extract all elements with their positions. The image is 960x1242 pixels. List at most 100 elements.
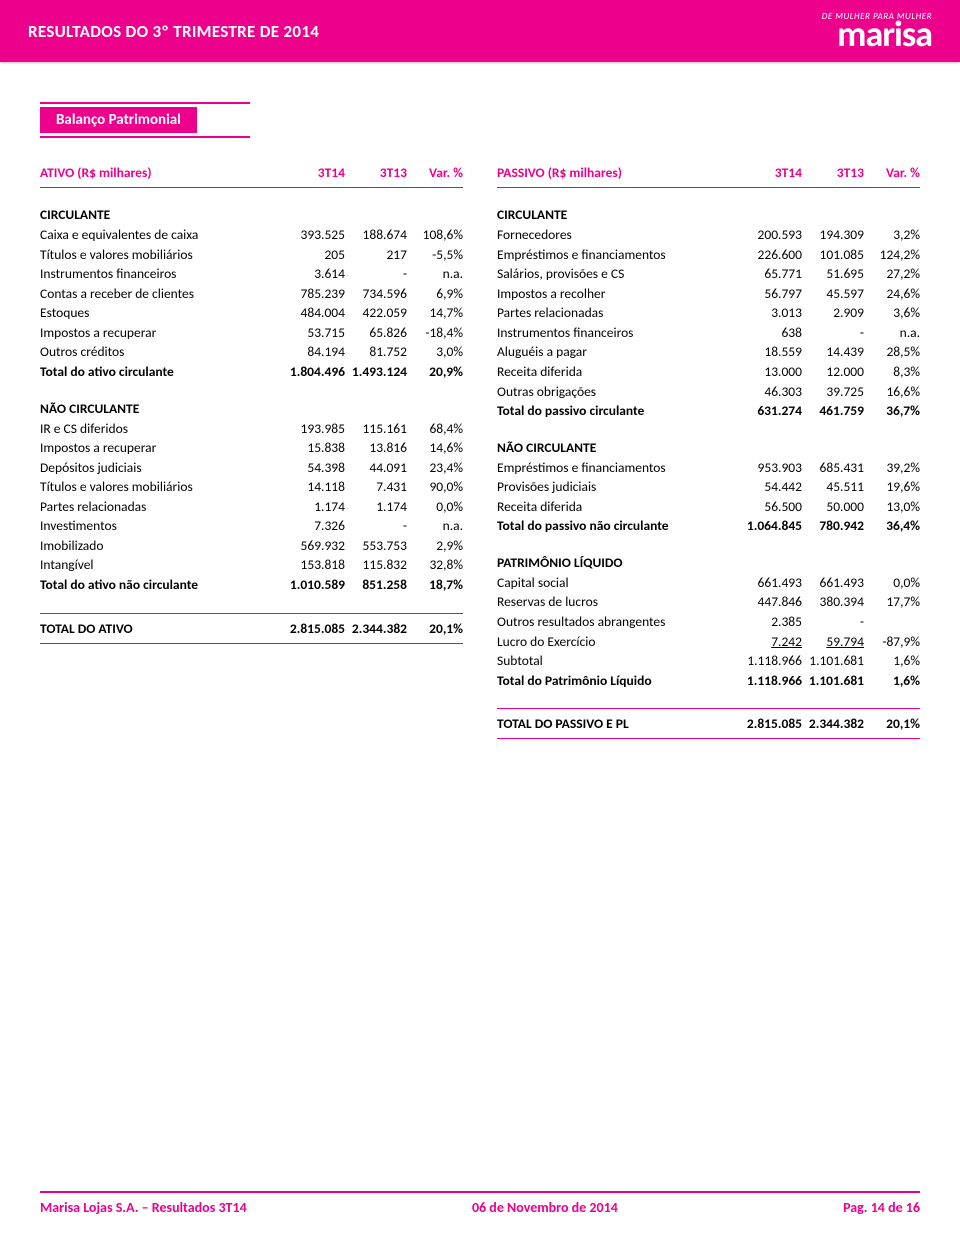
table-row: Total do ativo não circulante1.010.58985… (40, 575, 463, 595)
row-value-3: -18,4% (407, 323, 463, 343)
row-value-1: 18.559 (740, 342, 802, 362)
row-value-2: 101.085 (802, 245, 864, 265)
row-label: Outros resultados abrangentes (497, 612, 740, 632)
row-value-3: 17,7% (864, 592, 920, 612)
row-value-3: 8,3% (864, 362, 920, 382)
row-value-3: 13,0% (864, 497, 920, 517)
table-row: Partes relacionadas3.0132.9093,6% (497, 303, 920, 323)
row-value-1: 3.013 (740, 303, 802, 323)
row-value-2: 1.101.681 (802, 671, 864, 691)
row-label: Títulos e valores mobiliários (40, 477, 283, 497)
row-value-3: 0,0% (864, 573, 920, 593)
row-label: Reservas de lucros (497, 592, 740, 612)
row-value-3: n.a. (407, 264, 463, 284)
row-label: Títulos e valores mobiliários (40, 245, 283, 265)
passivo-heading: PASSIVO (R$ milhares) (497, 164, 740, 181)
row-value-3: -87,9% (864, 632, 920, 652)
row-value-2: 115.161 (345, 419, 407, 439)
row-value-3: 108,6% (407, 225, 463, 245)
row-label: Empréstimos e financiamentos (497, 458, 740, 478)
table-row: Instrumentos financeiros638-n.a. (497, 323, 920, 343)
row-value-2: 51.695 (802, 264, 864, 284)
table-row: Partes relacionadas1.1741.1740,0% (40, 497, 463, 517)
row-value-1: 447.846 (740, 592, 802, 612)
row-label: Outras obrigações (497, 382, 740, 402)
row-value-2: 39.725 (802, 382, 864, 402)
row-label: Subtotal (497, 651, 740, 671)
table-row: Depósitos judiciais54.39844.09123,4% (40, 458, 463, 478)
row-value-2: - (802, 612, 864, 632)
group-title: PATRIMÔNIO LÍQUIDO (497, 554, 920, 571)
row-value-1: 65.771 (740, 264, 802, 284)
row-value-3: 14,7% (407, 303, 463, 323)
table-row: Total do Patrimônio Líquido1.118.9661.10… (497, 671, 920, 691)
col-3t13: 3T13 (345, 164, 407, 181)
row-value-1: 1.118.966 (740, 651, 802, 671)
row-value-1: 1.118.966 (740, 671, 802, 691)
table-row: Imobilizado569.932553.7532,9% (40, 536, 463, 556)
col-var: Var. % (864, 164, 920, 181)
row-value-1: 1.064.845 (740, 516, 802, 536)
row-value-2: 59.794 (802, 632, 864, 652)
table-row: Instrumentos financeiros3.614-n.a. (40, 264, 463, 284)
group-title: NÃO CIRCULANTE (497, 439, 920, 456)
footer-right: Pag. 14 de 16 (843, 1199, 920, 1216)
passivo-body: CIRCULANTEFornecedores200.593194.3093,2%… (497, 206, 920, 690)
ativo-body: CIRCULANTECaixa e equivalentes de caixa3… (40, 206, 463, 595)
table-row: Fornecedores200.593194.3093,2% (497, 225, 920, 245)
row-value-1: 3.614 (283, 264, 345, 284)
table-row: Títulos e valores mobiliários205217-5,5% (40, 245, 463, 265)
ativo-column: ATIVO (R$ milhares) 3T14 3T13 Var. % CIR… (40, 164, 463, 739)
row-value-1: 1.804.496 (283, 362, 345, 382)
row-value-3: 1,6% (864, 671, 920, 691)
row-value-2: 7.431 (345, 477, 407, 497)
table-group: CIRCULANTECaixa e equivalentes de caixa3… (40, 206, 463, 382)
row-value-3: 3,2% (864, 225, 920, 245)
table-row: Salários, provisões e CS65.77151.69527,2… (497, 264, 920, 284)
row-label: Intangível (40, 555, 283, 575)
row-value-2: - (345, 516, 407, 536)
table-group: CIRCULANTEFornecedores200.593194.3093,2%… (497, 206, 920, 421)
section-title-bar: Balanço Patrimonial (40, 102, 250, 138)
row-value-1: 631.274 (740, 401, 802, 421)
row-value-3: -5,5% (407, 245, 463, 265)
row-label: Total do ativo circulante (40, 362, 283, 382)
row-label: Receita diferida (497, 362, 740, 382)
row-value-2: 188.674 (345, 225, 407, 245)
row-value-1: 1.010.589 (283, 575, 345, 595)
table-row: Provisões judiciais54.44245.51119,6% (497, 477, 920, 497)
row-value-2: 115.832 (345, 555, 407, 575)
row-label: Instrumentos financeiros (40, 264, 283, 284)
row-label: Provisões judiciais (497, 477, 740, 497)
col-3t13: 3T13 (802, 164, 864, 181)
row-value-3: 3,0% (407, 342, 463, 362)
row-value-1: 7.242 (740, 632, 802, 652)
row-value-2: 13.816 (345, 438, 407, 458)
passivo-total-row: TOTAL DO PASSIVO E PL 2.815.085 2.344.38… (497, 708, 920, 739)
row-label: Impostos a recuperar (40, 438, 283, 458)
table-row: Impostos a recolher56.79745.59724,6% (497, 284, 920, 304)
total-v2: 2.344.382 (345, 620, 407, 637)
row-value-3: 18,7% (407, 575, 463, 595)
total-v1: 2.815.085 (283, 620, 345, 637)
row-value-3: 124,2% (864, 245, 920, 265)
row-value-2: 1.493.124 (345, 362, 407, 382)
col-3t14: 3T14 (283, 164, 345, 181)
footer-center: 06 de Novembro de 2014 (472, 1199, 618, 1216)
footer-left: Marisa Lojas S.A. – Resultados 3T14 (40, 1199, 247, 1216)
table-row: Impostos a recuperar15.83813.81614,6% (40, 438, 463, 458)
row-value-3: 6,9% (407, 284, 463, 304)
row-value-2: 2.909 (802, 303, 864, 323)
row-value-1: 56.797 (740, 284, 802, 304)
row-label: Total do ativo não circulante (40, 575, 283, 595)
row-label: Impostos a recolher (497, 284, 740, 304)
row-value-3: 28,5% (864, 342, 920, 362)
row-label: IR e CS diferidos (40, 419, 283, 439)
row-value-1: 54.398 (283, 458, 345, 478)
row-label: Lucro do Exercício (497, 632, 740, 652)
row-value-1: 46.303 (740, 382, 802, 402)
row-label: Capital social (497, 573, 740, 593)
row-value-1: 13.000 (740, 362, 802, 382)
row-value-2: 851.258 (345, 575, 407, 595)
row-value-3: 24,6% (864, 284, 920, 304)
